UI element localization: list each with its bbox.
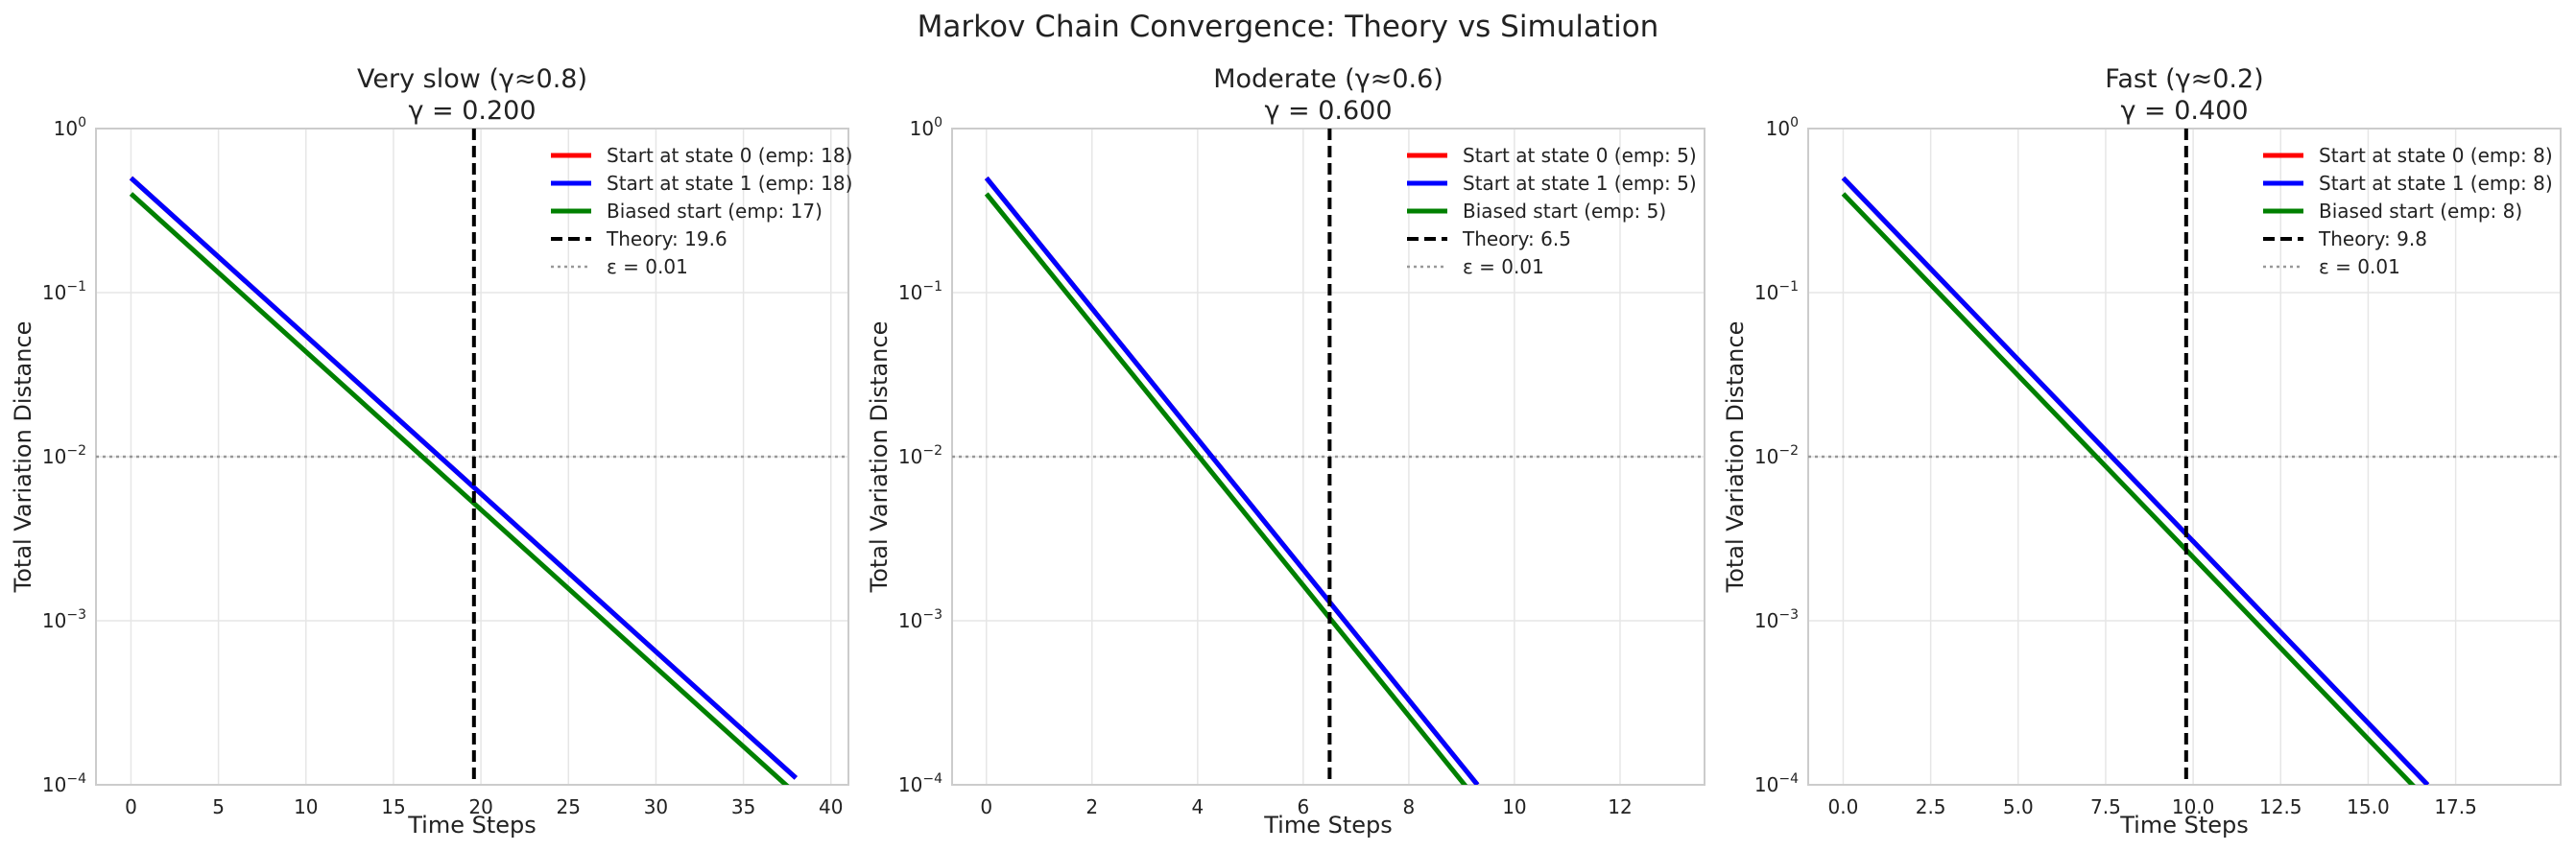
legend-label: Start at state 1 (emp: 8) [2319,172,2553,195]
chart-panel-1: 0 5 10 15 20 25 30 35 40 100 10−1 10−2 10−3 10−4 Very … [10,64,852,839]
x-tick-label: 0 [125,795,137,818]
y-axis-label: Total Variation Distance [10,321,36,594]
x-tick-label: 40 [819,795,843,818]
x-tick-label: 30 [644,795,668,818]
series-line-blue [1841,176,2430,785]
x-tick-label: 4 [1191,795,1204,818]
x-tick-label: 17.5 [2434,795,2477,818]
legend-label: Biased start (emp: 8) [2319,200,2522,223]
x-tick-label: 2.5 [1916,795,1946,818]
x-tick-label: 20 [468,795,492,818]
legend: Start at state 0 (emp: 8) Start at state … [2263,144,2553,278]
y-tick-label: 100 [54,115,86,140]
y-tick-label: 100 [1766,115,1799,140]
chart-subtitle: γ = 0.400 [2120,96,2248,126]
chart-subtitle: γ = 0.200 [408,96,536,126]
x-tick-label: 8 [1403,795,1416,818]
x-tick-label: 10 [294,795,318,818]
y-tick-label: 10−1 [898,279,942,304]
x-tick-label: 15.0 [2347,795,2390,818]
x-tick-label: 12 [1608,795,1632,818]
x-tick-label: 10.0 [2172,795,2215,818]
legend-label: ε = 0.01 [2319,255,2400,278]
y-tick-label: 10−4 [1754,771,1799,796]
y-tick-label: 10−1 [42,279,86,304]
y-tick-label: 10−1 [1754,279,1799,304]
legend: Start at state 0 (emp: 5) Start at state … [1407,144,1697,278]
x-tick-label: 10 [1502,795,1526,818]
y-tick-label: 10−3 [898,607,942,632]
x-axis-label: Time Steps [407,812,537,839]
x-tick-label: 25 [557,795,581,818]
y-tick-label: 10−2 [898,443,942,468]
series-line-blue [984,176,1480,785]
series-line-blue [129,176,798,780]
legend-label: ε = 0.01 [1463,255,1544,278]
legend-label: Biased start (emp: 17) [607,200,823,223]
figure-suptitle: Markov Chain Convergence: Theory vs Simu… [918,10,1659,44]
series-line-green [984,192,1468,785]
y-tick-label: 10−2 [1754,443,1799,468]
chart-title: Very slow (γ≈0.8) [357,64,587,94]
legend-label: Theory: 19.6 [606,227,727,250]
x-tick-label: 12.5 [2259,795,2302,818]
x-tick-label: 0 [980,795,992,818]
legend-label: Start at state 0 (emp: 18) [607,144,852,167]
legend-label: Start at state 0 (emp: 5) [1463,144,1697,167]
x-axis-label: Time Steps [1263,812,1393,839]
chart-title: Fast (γ≈0.2) [2105,64,2263,94]
legend: Start at state 0 (emp: 18) Start at state… [551,144,852,278]
chart-title: Moderate (γ≈0.6) [1213,64,1443,94]
y-tick-label: 10−3 [42,607,86,632]
y-tick-label: 10−4 [898,771,942,796]
y-tick-label: 10−2 [42,443,86,468]
chart-panel-2: 0 2 4 6 8 10 12 100 10−1 10−2 10−3 10−4 Moderate (γ≈… [866,64,1705,839]
x-tick-label: 0.0 [1828,795,1859,818]
legend-label: ε = 0.01 [607,255,688,278]
y-axis-label: Total Variation Distance [1722,321,1749,594]
chart-panel-3: 0.0 2.5 5.0 7.5 10.0 12.5 15.0 17.5 100 10−1 10−2 1… [1722,64,2562,839]
x-tick-label: 5.0 [2003,795,2034,818]
x-axis-label: Time Steps [2119,812,2249,839]
series-line-green [1841,192,2416,785]
x-tick-label: 35 [731,795,755,818]
series-line-green [129,192,790,785]
legend-label: Theory: 6.5 [1462,227,1571,250]
legend-label: Start at state 1 (emp: 5) [1463,172,1697,195]
y-tick-label: 10−3 [1754,607,1799,632]
y-tick-label: 10−4 [42,771,86,796]
x-tick-label: 7.5 [2090,795,2121,818]
y-axis-label: Total Variation Distance [866,321,893,594]
legend-label: Start at state 0 (emp: 8) [2319,144,2553,167]
x-tick-label: 15 [381,795,405,818]
legend-label: Biased start (emp: 5) [1463,200,1666,223]
chart-subtitle: γ = 0.600 [1264,96,1392,126]
x-tick-label: 5 [212,795,225,818]
legend-label: Start at state 1 (emp: 18) [607,172,852,195]
y-tick-label: 100 [910,115,942,140]
x-tick-label: 6 [1297,795,1309,818]
x-tick-label: 2 [1085,795,1098,818]
legend-label: Theory: 9.8 [2318,227,2427,250]
